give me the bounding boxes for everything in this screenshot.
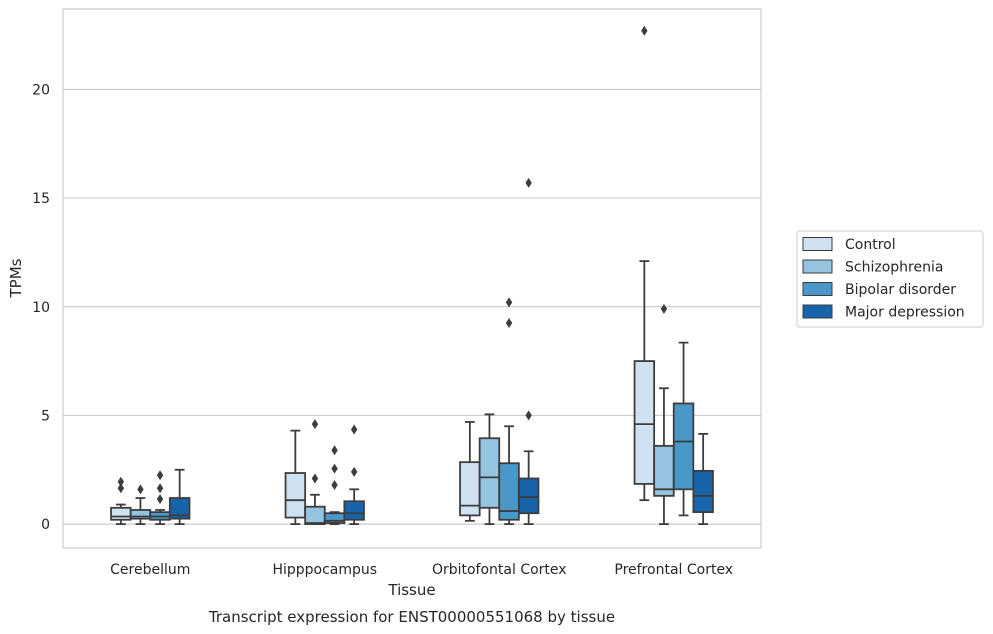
legend-label: Schizophrenia	[845, 260, 943, 276]
chart-caption: Transcript expression for ENST0000055106…	[208, 608, 615, 626]
y-tick-label: 10	[32, 300, 50, 316]
legend-swatch	[802, 259, 833, 274]
legend-frame	[796, 230, 984, 328]
box-groups	[110, 25, 714, 525]
outlier-point	[137, 484, 144, 495]
box-control	[284, 429, 307, 525]
box-iqr	[517, 477, 540, 515]
outlier-point	[331, 479, 338, 490]
legend-swatch	[802, 237, 833, 251]
x-tick-labels: Cerebellum Hipppocampus Orbitofontal Corte…	[110, 562, 733, 578]
legend-label: Bipolar disorder	[845, 282, 956, 298]
legend-label: Major depression	[845, 305, 965, 321]
outlier-point	[331, 445, 338, 456]
box-iqr	[168, 497, 191, 520]
box-iqr	[653, 444, 675, 497]
y-tick-label: 20	[32, 82, 50, 98]
y-tick-labels: 0 5 10 15 20	[32, 82, 50, 533]
y-tick-label: 15	[32, 191, 50, 207]
box-major-depression	[692, 432, 714, 525]
box-iqr	[692, 469, 714, 514]
outlier-point	[311, 473, 319, 484]
box-bipolar-disorder	[672, 341, 695, 517]
box-iqr	[284, 472, 307, 519]
box-major-depression	[343, 424, 365, 525]
legend: Control Schizophrenia Bipolar disorder Majo…	[796, 230, 984, 328]
outlier-point	[525, 410, 532, 421]
box-bipolar-disorder	[149, 470, 171, 525]
y-axis-label: TPMs	[7, 258, 25, 298]
x-tick-label: Cerebellum	[110, 562, 190, 578]
outlier-point	[641, 25, 648, 36]
y-tick-label: 0	[41, 517, 50, 533]
outlier-point	[505, 318, 513, 329]
outlier-point	[156, 494, 164, 505]
box-iqr	[110, 506, 132, 521]
box-iqr	[459, 461, 481, 517]
outlier-point	[156, 483, 164, 494]
box-major-depression	[168, 468, 191, 525]
x-tick-label: Hipppocampus	[272, 562, 377, 578]
outlier-point	[350, 466, 358, 477]
box-iqr	[672, 402, 695, 491]
box-bipolar-disorder	[323, 445, 346, 525]
outlier-point	[331, 463, 338, 474]
outlier-point	[156, 470, 164, 481]
outlier-point	[117, 476, 125, 487]
box-schizophrenia	[304, 419, 326, 525]
legend-label: Control	[845, 237, 896, 253]
outlier-point	[311, 419, 319, 430]
outlier-point	[350, 424, 358, 435]
y-tick-label: 5	[41, 408, 50, 424]
outlier-point	[660, 303, 668, 314]
x-tick-label: Orbitofontal Cortex	[432, 562, 567, 578]
legend-swatch	[802, 304, 833, 319]
box-iqr	[478, 437, 501, 509]
box-iqr	[304, 505, 326, 525]
legend-swatch	[802, 282, 833, 296]
outlier-point	[525, 177, 532, 188]
x-axis-label: Tissue	[387, 581, 435, 599]
outlier-point	[505, 297, 513, 308]
outlier-point	[117, 483, 125, 494]
box-iqr	[633, 360, 656, 485]
box-iqr	[343, 500, 365, 521]
plot-frame	[62, 8, 762, 549]
x-tick-label: Prefrontal Cortex	[614, 562, 733, 578]
box-major-depression	[517, 177, 540, 525]
box-control	[633, 25, 656, 502]
